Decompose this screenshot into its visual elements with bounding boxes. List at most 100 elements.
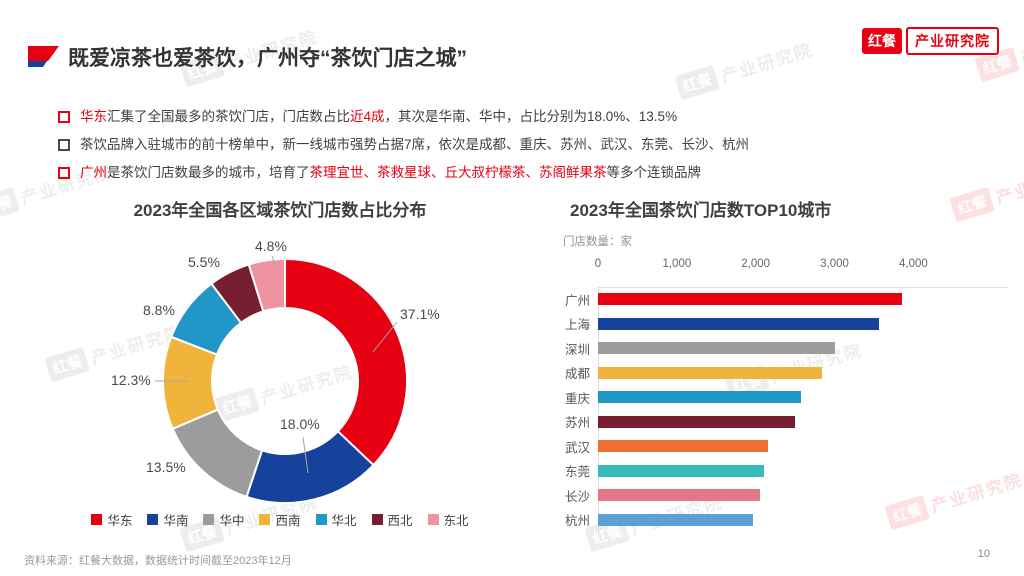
bar-row-深圳: 深圳 (550, 336, 1008, 361)
bullet-text-segment: 近4成 (350, 109, 385, 124)
bullet-text-segment: 广州 (80, 165, 107, 180)
donut-value-label: 5.5% (188, 254, 220, 270)
bar-chart-title: 2023年全国茶饮门店数TOP10城市 (570, 201, 832, 220)
bullet-text-segment: 等多个连锁品牌 (606, 165, 702, 180)
donut-value-label: 37.1% (400, 306, 440, 322)
donut-value-label: 8.8% (143, 302, 175, 318)
bar-rows: 广州上海深圳成都重庆苏州武汉东莞长沙杭州 (550, 287, 1008, 532)
bullet-text-segment: 茶饮品牌入驻城市的前十榜单中，新一线城市强势占据7席，依次是成都、重庆、苏州、武… (80, 137, 750, 152)
bar-row-长沙: 长沙 (550, 483, 1008, 508)
donut-value-label: 18.0% (280, 416, 320, 432)
legend-swatch-icon (315, 514, 327, 525)
bar-东莞 (598, 464, 765, 477)
bullet-text-segment: 茶理宜世、茶救星球、丘大叔柠檬茶、苏阁鲜果茶 (309, 165, 607, 180)
legend-item-华南: 华南 (147, 510, 188, 529)
legend-swatch-icon (147, 514, 159, 525)
legend-item-华中: 华中 (203, 510, 244, 529)
bullet-text: 茶饮品牌入驻城市的前十榜单中，新一线城市强势占据7席，依次是成都、重庆、苏州、武… (80, 136, 749, 153)
legend-item-西北: 西北 (371, 510, 413, 529)
legend-item-东北: 东北 (427, 510, 469, 529)
legend-swatch-icon (91, 514, 103, 525)
bar-category-label: 苏州 (564, 416, 590, 431)
bar-category-label: 武汉 (564, 440, 590, 455)
bar-重庆 (598, 391, 802, 404)
legend-label: 东北 (443, 514, 469, 528)
donut-legend: 华东 华南 华中 西南 华北 西北 东北 (40, 510, 520, 529)
bar-武汉 (598, 440, 769, 453)
bar-杭州 (598, 513, 753, 526)
donut-value-label: 12.3% (111, 372, 151, 388)
bullet-text: 广州是茶饮门店数最多的城市，培育了茶理宜世、茶救星球、丘大叔柠檬茶、苏阁鲜果茶等… (80, 164, 701, 181)
legend-swatch-icon (259, 514, 271, 525)
page-number: 10 (977, 548, 990, 560)
donut-slice-东北 (247, 257, 286, 313)
axis-tick-label: 4,000 (898, 258, 928, 270)
axis-tick-label: 0 (594, 258, 602, 270)
brand-logo: 红餐 产业研究院 (861, 26, 1000, 56)
donut-leader-line (372, 321, 398, 353)
legend-item-西南: 西南 (259, 510, 301, 529)
bar-category-label: 上海 (564, 318, 590, 333)
legend-swatch-icon (203, 514, 215, 525)
bar-axis-label: 门店数量：家 (563, 236, 632, 248)
bullet-list: 华东汇集了全国最多的茶饮门店，门店数占比近4成，其次是华南、华中，占比分别为18… (58, 108, 978, 192)
bullet-item: 广州是茶饮门店数最多的城市，培育了茶理宜世、茶救星球、丘大叔柠檬茶、苏阁鲜果茶等… (58, 164, 978, 181)
donut-chart-panel: 2023年全国各区域茶饮门店数占比分布 37.1% 18.0% 13.5% 12.3%… (40, 196, 520, 546)
donut-slice-华东 (284, 257, 408, 467)
legend-label: 华南 (163, 514, 189, 528)
bar-上海 (598, 317, 879, 330)
bar-row-杭州: 杭州 (550, 508, 1008, 533)
bar-row-苏州: 苏州 (550, 410, 1008, 435)
legend-item-华东: 华东 (91, 510, 132, 529)
bullet-marker-icon (58, 139, 70, 151)
bar-category-label: 成都 (564, 367, 590, 382)
bar-category-label: 长沙 (564, 489, 590, 504)
axis-tick-label: 2,000 (741, 258, 771, 270)
bar-深圳 (598, 342, 835, 355)
bar-苏州 (598, 415, 796, 428)
page-title: 既爱凉茶也爱茶饮，广州夺“茶饮门店之城” (68, 47, 467, 70)
axis-tick-label: 3,000 (820, 258, 849, 270)
brand-logo-org: 产业研究院 (906, 27, 999, 55)
bar-category-label: 深圳 (564, 342, 590, 357)
legend-label: 华中 (219, 514, 245, 528)
donut-value-label: 13.5% (146, 459, 186, 475)
bullet-marker-icon (58, 167, 70, 179)
legend-swatch-icon (427, 514, 439, 525)
donut-leader-line (302, 436, 309, 474)
bullet-text-segment: 汇集了全国最多的茶饮门店，门店数占比 (107, 109, 350, 124)
brand-logo-mark: 红餐 (862, 28, 902, 54)
bar-row-广州: 广州 (550, 287, 1008, 312)
bullet-marker-icon (58, 111, 70, 123)
bar-category-label: 重庆 (564, 391, 590, 406)
legend-label: 华北 (331, 514, 357, 528)
bar-成都 (598, 366, 822, 379)
donut-leader-line (271, 255, 277, 269)
title-accent-flag (28, 46, 59, 67)
bar-row-重庆: 重庆 (550, 385, 1008, 410)
legend-label: 西南 (275, 514, 301, 528)
legend-swatch-icon (371, 514, 383, 525)
bar-广州 (598, 293, 903, 306)
bullet-text-segment: ，其次是华南、华中，占比分别为18.0%、13.5% (384, 109, 678, 124)
bullet-item: 华东汇集了全国最多的茶饮门店，门店数占比近4成，其次是华南、华中，占比分别为18… (58, 108, 978, 125)
bar-row-武汉: 武汉 (550, 434, 1008, 459)
legend-item-华北: 华北 (315, 510, 357, 529)
bar-row-东莞: 东莞 (550, 459, 1008, 484)
bar-row-上海: 上海 (550, 312, 1008, 337)
donut-chart (155, 255, 408, 504)
bullet-text: 华东汇集了全国最多的茶饮门店，门店数占比近4成，其次是华南、华中，占比分别为18… (80, 108, 677, 125)
legend-label: 华东 (107, 514, 133, 528)
bullet-text-segment: 是茶饮门店数最多的城市，培育了 (107, 165, 310, 180)
legend-label: 西北 (387, 514, 413, 528)
bar-axis-ticks: 0 1,000 2,000 3,000 4,000 (550, 258, 1012, 272)
donut-value-label: 4.8% (255, 238, 287, 254)
bar-category-label: 广州 (564, 293, 590, 308)
bullet-text-segment: 华东 (80, 109, 107, 124)
bar-category-label: 东莞 (564, 465, 590, 480)
bar-row-成都: 成都 (550, 361, 1008, 386)
axis-tick-label: 1,000 (662, 258, 692, 270)
bar-category-label: 杭州 (564, 514, 590, 529)
